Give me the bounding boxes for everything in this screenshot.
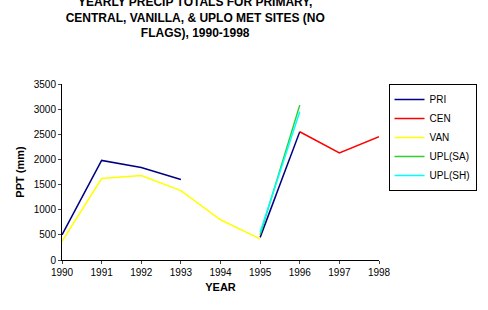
svg-text:UPL(SH): UPL(SH) bbox=[430, 170, 470, 181]
svg-text:PRI: PRI bbox=[430, 94, 447, 105]
svg-text:0: 0 bbox=[50, 255, 56, 266]
svg-text:3500: 3500 bbox=[34, 79, 57, 90]
svg-text:1994: 1994 bbox=[209, 267, 232, 278]
svg-text:500: 500 bbox=[39, 229, 56, 240]
svg-text:1997: 1997 bbox=[328, 267, 351, 278]
svg-text:1000: 1000 bbox=[34, 204, 57, 215]
svg-text:YEARLY PRECIP TOTALS FOR PRIMA: YEARLY PRECIP TOTALS FOR PRIMARY,CENTRAL… bbox=[66, 0, 325, 40]
svg-text:2000: 2000 bbox=[34, 154, 57, 165]
svg-text:1990: 1990 bbox=[51, 267, 74, 278]
svg-text:2500: 2500 bbox=[34, 129, 57, 140]
svg-text:1500: 1500 bbox=[34, 179, 57, 190]
svg-text:1993: 1993 bbox=[170, 267, 193, 278]
svg-text:1998: 1998 bbox=[368, 267, 391, 278]
svg-text:1992: 1992 bbox=[130, 267, 153, 278]
svg-text:1991: 1991 bbox=[91, 267, 114, 278]
svg-text:CEN: CEN bbox=[430, 113, 451, 124]
svg-text:3000: 3000 bbox=[34, 104, 57, 115]
svg-text:UPL(SA): UPL(SA) bbox=[430, 151, 469, 162]
svg-text:1995: 1995 bbox=[249, 267, 272, 278]
svg-text:1996: 1996 bbox=[289, 267, 312, 278]
svg-text:VAN: VAN bbox=[430, 132, 450, 143]
svg-text:YEAR: YEAR bbox=[205, 281, 236, 293]
svg-text:PPT (mm): PPT (mm) bbox=[14, 146, 26, 198]
